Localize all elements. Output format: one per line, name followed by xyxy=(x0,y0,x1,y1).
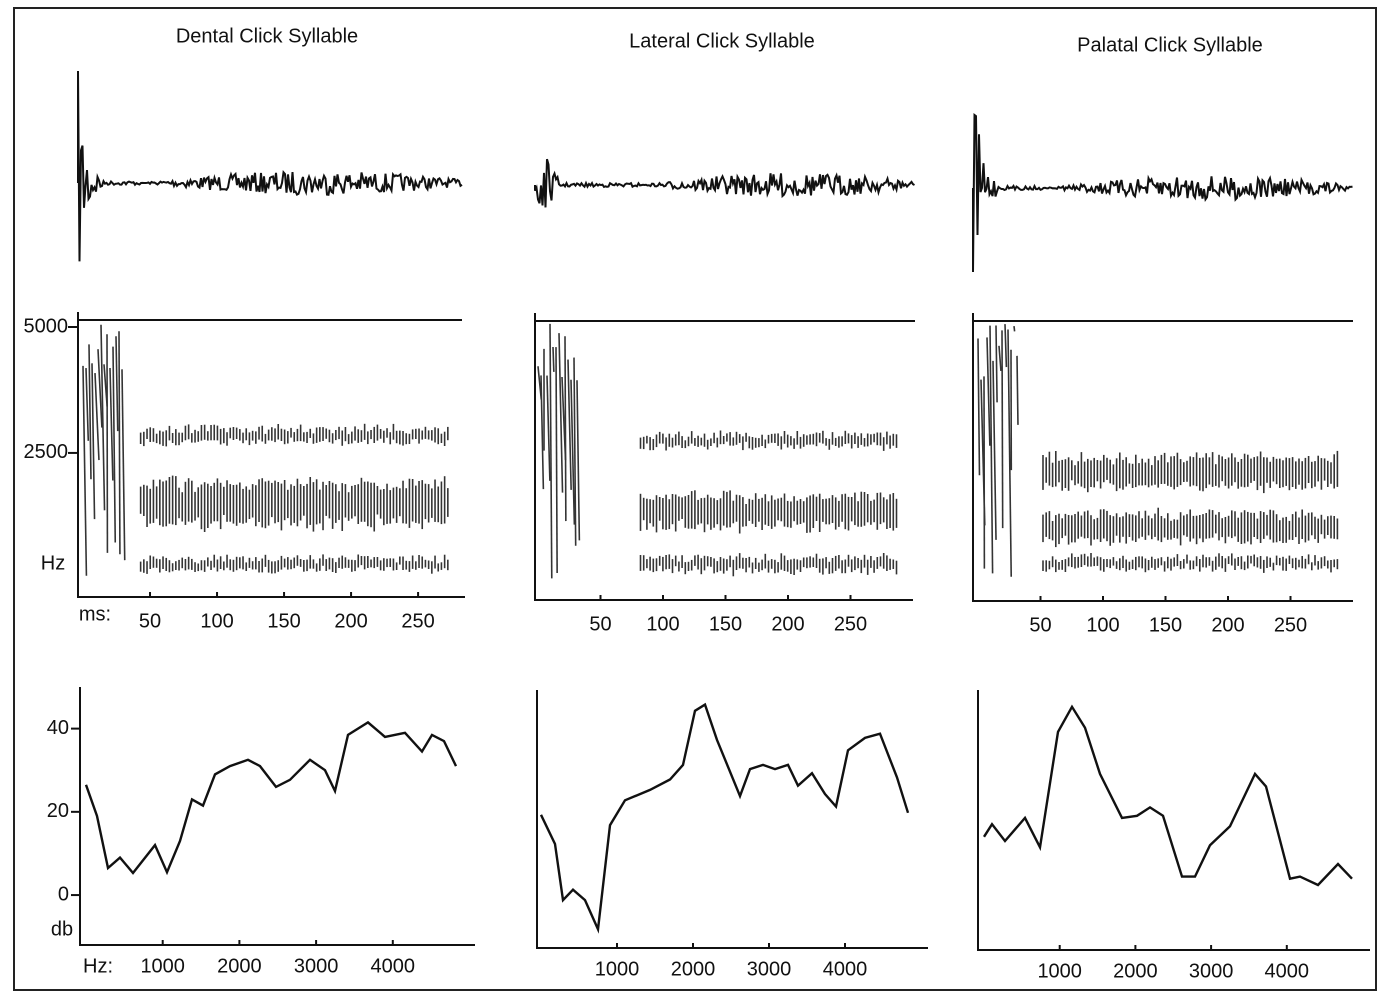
burst-striation xyxy=(88,344,92,480)
x-axis-label: Hz: xyxy=(83,955,113,977)
burst-striation xyxy=(109,367,114,481)
spectrum-line xyxy=(982,704,1353,887)
spectrogram xyxy=(537,323,898,579)
burst-striation xyxy=(115,336,119,432)
x-tick-label: 2000 xyxy=(217,955,262,977)
burst-striation xyxy=(94,373,100,461)
burst-striation xyxy=(549,323,553,579)
y-tick-label: 5000 xyxy=(24,315,69,337)
x-tick-label: 2000 xyxy=(671,958,716,980)
burst-striation xyxy=(546,375,551,481)
burst-striation xyxy=(118,331,121,555)
x-tick-label: 1000 xyxy=(595,958,640,980)
y-tick-label: 0 xyxy=(58,883,69,905)
y-axis-label: db xyxy=(51,918,73,940)
burst-striation xyxy=(112,346,117,543)
x-tick-label: 150 xyxy=(267,610,300,632)
x-tick-label: 4000 xyxy=(1265,960,1310,982)
spectrum-axis xyxy=(79,687,475,946)
x-tick-label: 200 xyxy=(771,613,804,635)
burst-striation xyxy=(1013,326,1016,332)
spectrum-axis xyxy=(977,690,1370,951)
spectrum-line xyxy=(539,702,910,934)
frame xyxy=(13,7,1377,991)
burst-striation xyxy=(540,375,545,490)
burst-striation xyxy=(82,365,88,576)
burst-striation xyxy=(992,360,997,540)
burst-striation xyxy=(573,357,577,546)
burst-striation xyxy=(555,347,558,574)
x-axis-label: ms: xyxy=(79,603,111,625)
x-tick-label: 3000 xyxy=(1189,960,1234,982)
x-tick-label: 3000 xyxy=(294,955,339,977)
spectrogram-axis xyxy=(972,313,1353,602)
spectrogram xyxy=(82,324,449,576)
y-tick-label: 40 xyxy=(47,717,69,739)
x-tick-label: 250 xyxy=(401,610,434,632)
x-tick-label: 200 xyxy=(334,610,367,632)
panel-title: Palatal Click Syllable xyxy=(1077,34,1263,56)
spectrum-line xyxy=(84,720,458,876)
burst-striation xyxy=(558,333,564,493)
burst-striation xyxy=(1001,330,1004,529)
y-tick-label: 2500 xyxy=(24,441,69,463)
x-tick-label: 100 xyxy=(200,610,233,632)
x-tick-label: 2000 xyxy=(1113,960,1158,982)
burst-striation xyxy=(552,347,555,372)
panel-title: Lateral Click Syllable xyxy=(629,30,815,52)
x-tick-label: 50 xyxy=(139,610,161,632)
waveform xyxy=(77,70,463,262)
y-tick-label: 20 xyxy=(47,800,69,822)
x-tick-label: 3000 xyxy=(747,958,792,980)
x-tick-label: 200 xyxy=(1211,614,1244,636)
x-tick-label: 4000 xyxy=(371,955,416,977)
spectrogram-axis xyxy=(534,313,913,601)
burst-striation xyxy=(570,379,576,525)
x-tick-label: 4000 xyxy=(823,958,868,980)
burst-striation xyxy=(121,369,126,561)
burst-striation xyxy=(995,325,998,403)
x-tick-label: 1000 xyxy=(1037,960,1082,982)
burst-striation xyxy=(986,337,991,446)
x-tick-label: 1000 xyxy=(140,955,185,977)
burst-striation xyxy=(576,380,581,541)
burst-striation xyxy=(564,336,567,522)
x-tick-label: 100 xyxy=(646,613,679,635)
burst-striation xyxy=(100,324,106,511)
panel-title: Dental Click Syllable xyxy=(176,25,358,47)
burst-striation xyxy=(1004,324,1008,368)
x-tick-label: 50 xyxy=(1029,614,1051,636)
burst-striation xyxy=(1016,355,1019,425)
x-tick-label: 250 xyxy=(1274,614,1307,636)
spectrogram xyxy=(977,324,1339,577)
spectrum-axis xyxy=(536,690,928,949)
waveform xyxy=(972,113,1353,273)
x-tick-label: 150 xyxy=(709,613,742,635)
x-tick-label: 50 xyxy=(589,613,611,635)
burst-striation xyxy=(977,338,981,476)
y-axis-label: Hz xyxy=(41,552,65,574)
burst-striation xyxy=(85,368,90,441)
waveform xyxy=(534,158,915,208)
burst-striation xyxy=(97,349,103,428)
x-tick-label: 150 xyxy=(1149,614,1182,636)
x-tick-label: 100 xyxy=(1086,614,1119,636)
burst-striation xyxy=(1007,329,1013,577)
burst-striation xyxy=(989,325,994,574)
burst-striation xyxy=(998,345,1002,371)
burst-striation xyxy=(91,363,96,520)
x-tick-label: 250 xyxy=(834,613,867,635)
burst-striation xyxy=(567,359,572,490)
spectrogram-axis xyxy=(77,312,465,598)
